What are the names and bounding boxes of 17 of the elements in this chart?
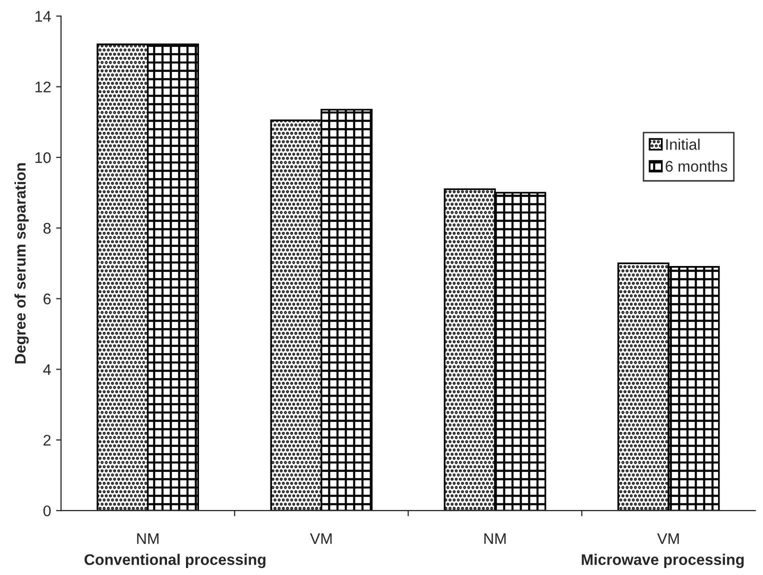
legend-label: 6 months <box>666 160 728 172</box>
y-tick-label: 14 <box>35 11 51 22</box>
x-tick-label: NM <box>137 533 158 544</box>
text: Microwave processing <box>582 554 744 568</box>
y-tick-label: 0 <box>43 505 51 516</box>
y-tick-label: 8 <box>43 222 51 234</box>
text: Conventional processing <box>84 554 266 568</box>
x-tick-label: VM <box>310 533 332 544</box>
x-tick-label: VM <box>657 533 679 544</box>
x-tick-label: NM <box>484 533 506 544</box>
y-tick-label: 12 <box>35 82 51 92</box>
y-tick-label: 6 <box>44 294 51 304</box>
y-tick-label: 2 <box>44 434 51 446</box>
y-axis-title: Degree of serum separation <box>14 163 29 364</box>
legend-label: Initial <box>666 138 700 150</box>
y-tick-label: 10 <box>35 152 51 164</box>
y-tick-label: 4 <box>43 364 51 375</box>
